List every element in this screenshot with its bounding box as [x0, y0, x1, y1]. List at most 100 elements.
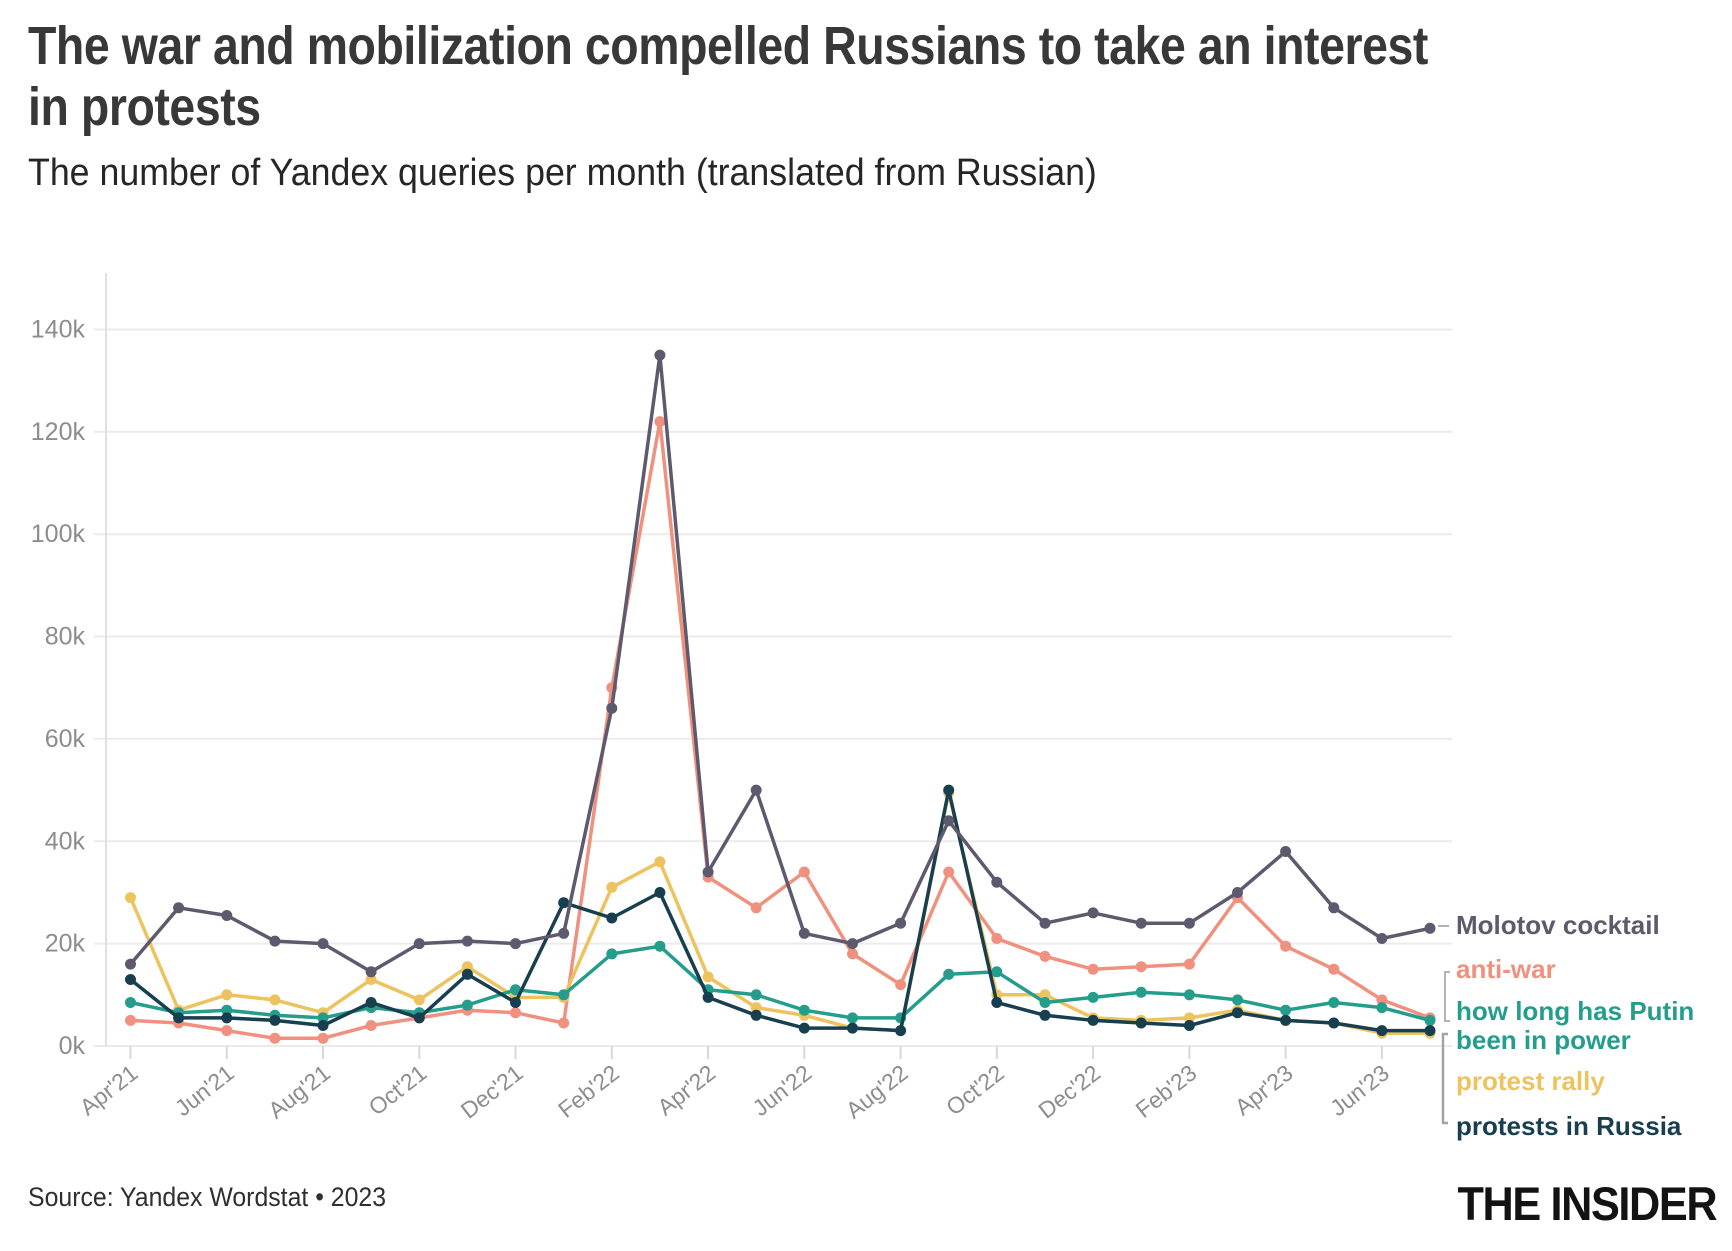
data-point-protests-in-russia [1328, 1017, 1340, 1029]
data-point-anti-war [221, 1025, 233, 1037]
data-point-anti-war [654, 416, 666, 428]
data-point-molotov-cocktail [1424, 922, 1436, 934]
data-point-protest-rally [365, 974, 377, 985]
data-point-protests-in-russia [1376, 1025, 1388, 1037]
legend-label-molotov-cocktail: Molotov cocktail [1456, 910, 1660, 940]
data-point-protests-in-russia [847, 1022, 858, 1034]
x-axis-tick-label: Dec'22 [1033, 1059, 1105, 1123]
x-axis-tick-label: Apr'22 [652, 1059, 720, 1120]
source-note: Source: Yandex Wordstat • 2023 [28, 1182, 387, 1212]
data-point-protests-in-russia [365, 997, 377, 1008]
data-point-protests-in-russia [173, 1012, 185, 1024]
data-point-molotov-cocktail [461, 935, 473, 947]
x-axis-tick-label: Feb'23 [1131, 1059, 1202, 1122]
x-axis-tick-label: Jun'22 [748, 1059, 817, 1121]
data-point-protests-in-russia [125, 974, 136, 985]
data-point-how-long-has-putin-been-in-power [1376, 1002, 1388, 1014]
data-point-protests-in-russia [510, 997, 521, 1008]
data-point-anti-war [510, 1007, 521, 1019]
data-point-protests-in-russia [943, 784, 955, 796]
data-point-molotov-cocktail [1376, 933, 1388, 944]
x-axis-tick-label: Dec'21 [456, 1059, 528, 1123]
legend-bracket-upper [1444, 971, 1450, 1022]
data-point-molotov-cocktail [750, 784, 762, 796]
data-point-protest-rally [461, 961, 473, 973]
data-point-protests-in-russia [798, 1022, 810, 1034]
data-point-protests-in-russia [1039, 1009, 1051, 1021]
y-axis-tick-label: 60k [45, 725, 86, 753]
data-point-molotov-cocktail [1328, 902, 1340, 914]
data-point-molotov-cocktail [895, 917, 907, 929]
publisher-logo: THE INSIDER [1457, 1177, 1717, 1230]
legend-label-protests-in-russia: protests in Russia [1456, 1111, 1682, 1141]
data-point-molotov-cocktail [269, 935, 281, 947]
data-point-how-long-has-putin-been-in-power [510, 984, 521, 996]
data-point-protest-rally [606, 881, 618, 893]
data-point-anti-war [943, 866, 955, 878]
data-point-molotov-cocktail [173, 902, 185, 914]
data-point-how-long-has-putin-been-in-power [750, 989, 762, 1001]
data-point-how-long-has-putin-been-in-power [606, 948, 618, 960]
data-point-protests-in-russia [654, 887, 666, 898]
data-point-how-long-has-putin-been-in-power [1424, 1014, 1436, 1026]
data-point-anti-war [1135, 961, 1147, 973]
data-point-protests-in-russia [1280, 1014, 1292, 1026]
y-axis-tick-label: 120k [31, 418, 86, 446]
data-point-anti-war [125, 1014, 136, 1026]
x-axis-tick-label: Apr'23 [1230, 1059, 1298, 1120]
legend-label-protest-rally: protest rally [1456, 1066, 1605, 1096]
data-point-molotov-cocktail [221, 910, 233, 921]
data-point-protests-in-russia [558, 897, 570, 909]
series-line-anti-war [128, 419, 1432, 1041]
data-point-how-long-has-putin-been-in-power [1087, 991, 1099, 1003]
data-point-how-long-has-putin-been-in-power [558, 989, 570, 1001]
data-point-protests-in-russia [461, 968, 473, 980]
data-point-protest-rally [125, 892, 136, 904]
y-axis-tick-label: 0k [59, 1032, 86, 1060]
data-point-anti-war [365, 1020, 377, 1031]
data-point-protests-in-russia [269, 1014, 281, 1026]
data-point-how-long-has-putin-been-in-power [798, 1004, 810, 1016]
series-line-molotov-cocktail [128, 353, 1432, 974]
data-point-how-long-has-putin-been-in-power [1183, 989, 1195, 1001]
data-point-molotov-cocktail [654, 349, 666, 361]
data-point-anti-war [1183, 958, 1195, 970]
y-axis-tick-label: 80k [45, 623, 86, 651]
data-point-molotov-cocktail [702, 866, 714, 878]
data-point-how-long-has-putin-been-in-power [1328, 997, 1340, 1008]
data-point-how-long-has-putin-been-in-power [1232, 994, 1243, 1006]
data-point-molotov-cocktail [413, 938, 425, 950]
chart-subtitle: The number of Yandex queries per month (… [28, 152, 1097, 195]
data-point-how-long-has-putin-been-in-power [1280, 1004, 1292, 1016]
data-point-protests-in-russia [606, 912, 618, 924]
data-point-protests-in-russia [1135, 1017, 1147, 1029]
data-point-protests-in-russia [895, 1025, 907, 1037]
data-point-protests-in-russia [1424, 1025, 1436, 1037]
data-point-how-long-has-putin-been-in-power [943, 968, 955, 980]
legend-label-anti-war: anti-war [1456, 954, 1556, 984]
data-point-molotov-cocktail [1183, 917, 1195, 929]
data-point-protests-in-russia [1232, 1007, 1243, 1019]
data-point-anti-war [269, 1032, 281, 1044]
data-point-molotov-cocktail [606, 702, 618, 714]
x-axis-tick-label: Oct'21 [364, 1059, 432, 1120]
x-axis-tick-label: Jun'23 [1325, 1059, 1394, 1121]
data-point-molotov-cocktail [1232, 887, 1243, 898]
data-point-protests-in-russia [1087, 1014, 1099, 1026]
data-point-anti-war [317, 1032, 329, 1044]
data-point-how-long-has-putin-been-in-power [1135, 986, 1147, 998]
data-point-anti-war [558, 1017, 570, 1029]
data-point-molotov-cocktail [798, 927, 810, 939]
data-point-how-long-has-putin-been-in-power [654, 940, 666, 952]
chart-title: The war and mobilization compelled Russi… [28, 16, 1428, 138]
data-point-protests-in-russia [750, 1009, 762, 1021]
data-point-molotov-cocktail [365, 966, 377, 978]
data-point-molotov-cocktail [558, 927, 570, 939]
data-point-how-long-has-putin-been-in-power [317, 1012, 329, 1024]
data-point-how-long-has-putin-been-in-power [221, 1004, 233, 1016]
data-point-anti-war [798, 866, 810, 878]
x-axis-tick-label: Aug'22 [841, 1059, 913, 1123]
data-point-anti-war [1087, 963, 1099, 975]
series-line-protest-rally [128, 790, 1432, 1035]
